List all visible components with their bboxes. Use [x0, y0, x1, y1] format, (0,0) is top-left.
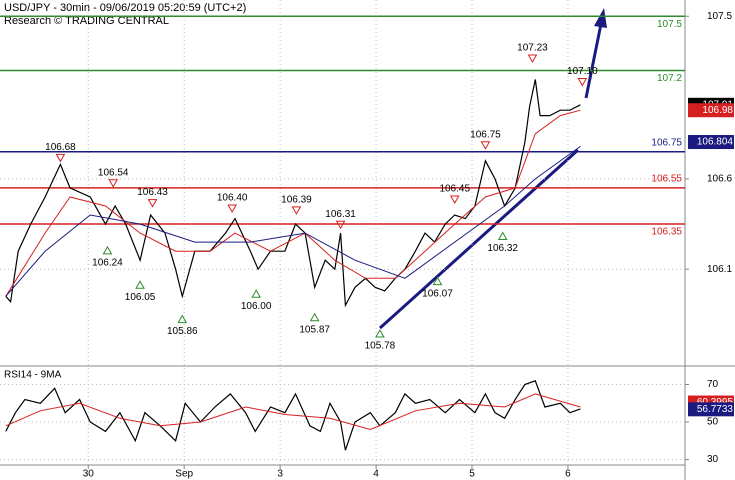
source: Research © TRADING CENTRAL: [4, 15, 169, 27]
rsi-title: RSI14 - 9MA: [4, 370, 62, 381]
low-label: 106.24: [92, 258, 123, 269]
price-tag: [688, 103, 734, 118]
x-tick-label: Sep: [175, 469, 193, 480]
high-label: 107.23: [517, 43, 548, 54]
high-label: 106.31: [325, 209, 356, 220]
low-label: 106.07: [422, 288, 453, 299]
high-marker: [577, 78, 588, 87]
high-marker: [449, 195, 460, 204]
x-tick-label: 6: [565, 469, 571, 480]
high-label: 106.40: [217, 193, 248, 204]
low-label: 105.78: [365, 341, 396, 352]
y-tick-label: 30: [707, 454, 719, 465]
high-label: 106.54: [98, 167, 129, 178]
low-label: 105.86: [167, 326, 198, 337]
high-marker: [335, 220, 346, 230]
high-label: 107.10: [567, 66, 598, 77]
x-tick-label: 3: [277, 469, 283, 480]
high-label: 106.75: [470, 129, 501, 140]
level-label: 107.2: [657, 73, 682, 84]
high-marker: [227, 204, 238, 214]
high-marker: [55, 153, 66, 163]
low-marker: [432, 276, 443, 286]
low-marker: [102, 245, 113, 255]
level-label: 106.55: [651, 174, 682, 185]
x-tick-label: 4: [373, 469, 379, 480]
level-label: 107.5: [657, 19, 682, 30]
low-label: 106.00: [241, 301, 272, 312]
x-tick-label: 5: [469, 469, 475, 480]
level-label: 106.75: [651, 137, 682, 148]
high-label: 106.39: [281, 194, 312, 205]
series-line: [5, 79, 581, 308]
price-tag: [688, 135, 734, 150]
y-tick-label: 50: [707, 417, 719, 428]
price-tag: [688, 402, 734, 417]
low-marker: [135, 280, 145, 289]
y-tick-label: 106.6: [707, 174, 732, 185]
price-tag-label: 106.98: [702, 105, 733, 116]
y-tick-label: 107.5: [707, 11, 732, 22]
low-label: 106.05: [125, 292, 156, 303]
high-label: 106.43: [137, 187, 168, 198]
high-label: 106.68: [45, 142, 76, 153]
series-line: [5, 393, 581, 431]
high-marker: [480, 141, 491, 150]
low-label: 106.32: [487, 243, 518, 254]
series-line: [5, 145, 581, 297]
arrow-head: [594, 8, 607, 28]
y-tick-label: 70: [707, 379, 719, 390]
low-marker: [177, 314, 188, 324]
high-marker: [527, 54, 538, 64]
high-marker: [147, 199, 158, 208]
low-marker: [309, 312, 320, 322]
trend-line: [378, 148, 580, 330]
high-marker: [291, 206, 302, 215]
low-marker: [497, 231, 508, 240]
target-arrow: [584, 23, 603, 99]
series-line: [5, 380, 581, 451]
high-marker: [108, 179, 119, 188]
level-label: 106.35: [651, 227, 682, 238]
low-marker: [251, 289, 262, 298]
low-marker: [375, 329, 385, 338]
x-tick-label: 30: [83, 469, 95, 480]
price-tag-label: 106.804: [697, 137, 734, 148]
chart-title: USD/JPY - 30min - 09/06/2019 05:20:59 (U…: [4, 2, 246, 14]
y-tick-label: 106.1: [707, 264, 732, 275]
price-tag-label: 56.7733: [697, 404, 734, 415]
low-label: 105.87: [299, 324, 330, 335]
series-line: [5, 109, 581, 297]
high-label: 106.45: [439, 184, 470, 195]
